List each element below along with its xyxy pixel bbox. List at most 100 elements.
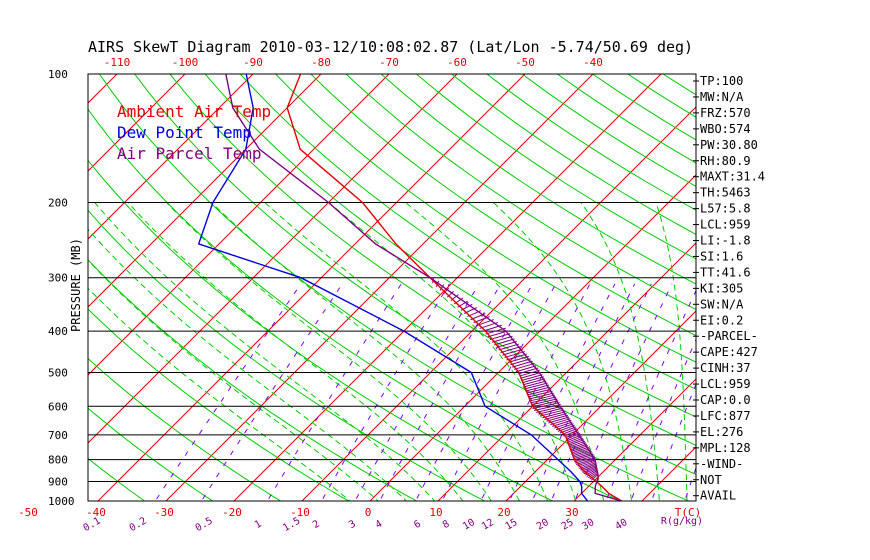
cape-hatch-line [575,457,596,465]
index-label: CAP:0.0 [700,393,751,407]
dry-adiabat-line [204,74,696,418]
dry-adiabat-line [275,74,696,363]
top-temp-tick-label: -100 [172,56,199,69]
cape-hatch-line [521,376,544,384]
index-label: MAXT:31.4 [700,170,765,184]
cape-hatch-line [581,464,597,472]
isotherm-line [88,74,186,172]
index-label: LFC:877 [700,409,751,423]
dry-adiabat-line [88,457,145,501]
index-label: NOT [700,473,722,487]
dry-adiabat-line [769,74,870,501]
moist-adiabat-line [88,259,379,501]
moist-adiabat-line [211,202,521,501]
legend-dewpoint: Dew Point Temp [117,123,252,142]
cape-hatch-line [435,280,440,287]
bottom-temp-tick-label: -30 [154,506,174,519]
dry-adiabat-line [88,108,621,501]
cape-hatch-line [534,404,561,411]
cape-hatch-line [520,371,542,379]
cape-hatch-line [496,341,517,348]
cape-hatch-line [446,290,454,298]
index-label: FRZ:570 [700,106,751,120]
top-temp-tick-label: -40 [583,56,603,69]
cape-hatch-line [580,463,597,471]
cape-hatch-line [573,452,593,460]
cape-hatch-line [532,402,560,410]
y-tick-label: 300 [48,272,68,285]
moist-adiabat-line [580,202,660,501]
isotherm-line [505,310,696,501]
index-label: L57:5.8 [700,202,751,216]
cape-hatch-line [506,353,527,361]
index-label: MW:N/A [700,90,744,104]
mixing-ratio-tick-label: 2 [311,519,322,532]
cape-hatch-line [522,378,546,386]
index-label: RH:80.9 [700,154,751,168]
cape-hatch-line [525,384,549,392]
top-temp-tick-label: -70 [379,56,399,69]
cape-hatch-line [526,388,552,396]
y-tick-label: 800 [48,454,68,467]
dry-adiabat-line [88,259,417,501]
cape-hatch-line [542,411,566,419]
dry-adiabat-line [88,407,213,501]
cape-hatch-line [519,369,540,377]
dry-adiabat-line [839,74,870,501]
isotherm-line [837,65,870,511]
bottom-temp-tick-label: 0 [365,506,372,519]
dry-adiabat-line [88,308,349,501]
cape-hatch-line [520,374,543,382]
mixing-ratio-tick-label: 6 [412,519,423,532]
cape-hatch-line [529,394,556,402]
cape-hatch-line [566,434,582,442]
mixing-ratio-tick-label: 25 [560,517,576,533]
bottom-temp-tick-label: -40 [86,506,106,519]
cape-hatch-line [443,287,450,295]
top-temp-tick-label: -50 [515,56,535,69]
mixing-ratio-tick-label: 15 [504,517,520,533]
cape-hatch-line [569,443,588,451]
cape-hatch-line [530,398,558,406]
mixing-ratio-line [154,283,302,501]
isotherm-line [88,74,458,444]
legend-ambient: Ambient Air Temp [117,102,271,121]
dry-adiabat-line [88,159,553,501]
cape-hatch-line [590,473,599,481]
index-label: SW:N/A [700,297,744,311]
y-tick-label: 400 [48,325,68,338]
cape-hatch-line [494,338,515,346]
cape-hatch-line [571,449,591,457]
cape-hatch-line [538,407,564,415]
mixing-ratio-tick-label: 8 [441,519,452,532]
cape-hatch-line [513,362,535,370]
dry-adiabat-line [88,357,281,501]
cape-hatch-line [517,367,539,375]
y-tick-label: 500 [48,366,68,379]
index-label: TH:5463 [700,186,751,200]
cape-hatch-line [577,459,596,467]
cape-hatch-line [487,330,509,338]
dry-adiabat-line [0,74,9,501]
moist-adiabat-line [127,202,464,501]
isotherm-line [165,74,594,501]
cape-hatch-line [498,343,519,351]
cape-hatch-line [566,436,583,444]
dry-adiabat-line [310,74,696,337]
cape-hatch-line [491,335,513,343]
ambient-temp-line [286,74,622,501]
cape-hatch-line [550,418,571,426]
cape-hatch-line [573,453,594,461]
isotherm-line [437,242,696,501]
cape-hatch-line [526,386,551,394]
y-tick-label: 1000 [48,495,75,508]
cape-hatch-line [527,390,553,398]
cape-hatch-line [568,439,585,447]
cape-hatch-line [502,348,524,356]
cape-hatch-line [567,437,584,445]
mixing-ratio-line [354,283,480,501]
index-label: PW:30.80 [700,138,758,152]
moist-adiabat-line [166,202,492,501]
mixing-ratio-line [379,283,502,501]
isotherm-line [641,446,696,501]
